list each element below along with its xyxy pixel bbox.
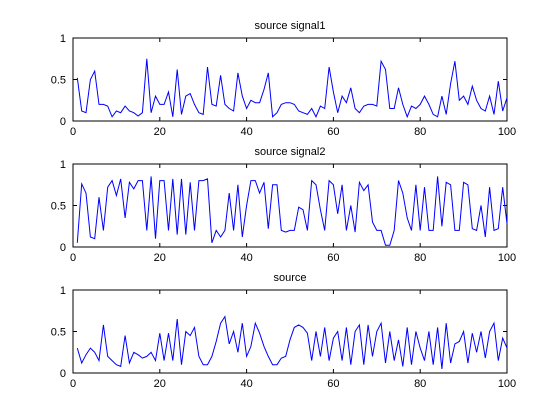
y-tick-label: 0 bbox=[60, 116, 66, 128]
series-line-1-1 bbox=[76, 58, 508, 119]
axes-box-2 bbox=[72, 163, 508, 248]
x-tick-label: 0 bbox=[70, 378, 76, 390]
x-tick-label: 80 bbox=[414, 378, 426, 390]
y-tick-label: 0.5 bbox=[51, 201, 66, 213]
subplot-2: source signal2 0 20 40 60 80 100 0 0.5 1 bbox=[51, 146, 516, 264]
y-tick-label: 1 bbox=[60, 159, 66, 171]
series-line-3-1 bbox=[76, 315, 508, 369]
y-tick-label: 0 bbox=[60, 242, 66, 254]
chart-title-3: source bbox=[273, 272, 306, 284]
y-tick-label: 0 bbox=[60, 368, 66, 380]
series-line-2-1 bbox=[76, 176, 508, 246]
x-tick-label: 40 bbox=[240, 378, 252, 390]
y-tick-label: 1 bbox=[60, 33, 66, 45]
x-tick-label: 80 bbox=[414, 126, 426, 138]
y-tick-label: 0.5 bbox=[51, 327, 66, 339]
x-tick-label: 0 bbox=[70, 252, 76, 264]
x-tick-label: 100 bbox=[498, 126, 516, 138]
subplot-3: source 0 20 40 60 80 100 0 0.5 1 bbox=[51, 272, 516, 390]
x-tick-label: 80 bbox=[414, 252, 426, 264]
x-tick-label: 60 bbox=[327, 252, 339, 264]
x-tick-label: 60 bbox=[327, 378, 339, 390]
x-tick-label: 20 bbox=[154, 378, 166, 390]
axes-box-1 bbox=[72, 37, 508, 122]
x-tick-label: 20 bbox=[154, 252, 166, 264]
x-tick-label: 40 bbox=[240, 252, 252, 264]
y-tick-label: 0.5 bbox=[51, 75, 66, 87]
x-tick-label: 0 bbox=[70, 126, 76, 138]
subplot-1: source signal1 0 20 40 60 80 100 0 0.5 1 bbox=[51, 20, 516, 138]
chart-title-2: source signal2 bbox=[255, 146, 326, 158]
x-tick-label: 40 bbox=[240, 126, 252, 138]
axes-box-3 bbox=[72, 289, 508, 374]
chart-title-1: source signal1 bbox=[255, 20, 326, 32]
y-tick-label: 1 bbox=[60, 285, 66, 297]
x-tick-label: 60 bbox=[327, 126, 339, 138]
x-tick-label: 100 bbox=[498, 378, 516, 390]
x-tick-label: 20 bbox=[154, 126, 166, 138]
x-tick-label: 100 bbox=[498, 252, 516, 264]
